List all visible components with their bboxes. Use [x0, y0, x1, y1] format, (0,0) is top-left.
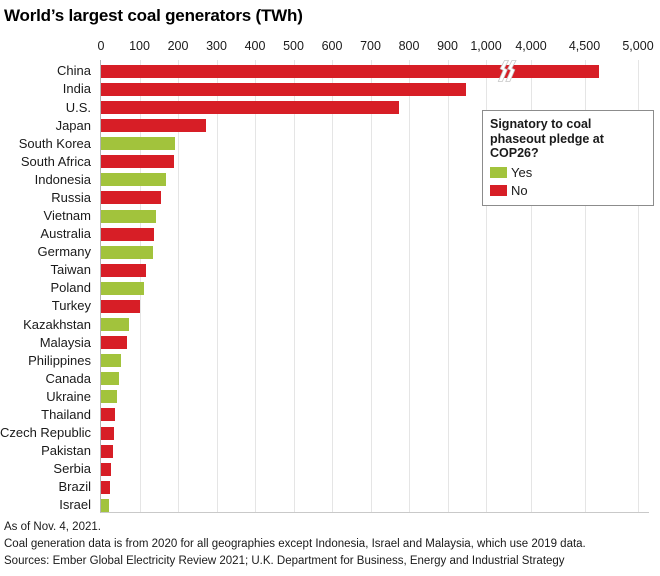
x-tick-label: 700: [360, 39, 381, 53]
x-tick-label: 5,000: [622, 39, 654, 53]
x-tick-label: 1,000: [470, 39, 502, 53]
gridline: [447, 60, 449, 512]
gridline: [486, 60, 487, 512]
x-tick-label: 900: [437, 39, 458, 53]
footer: As of Nov. 4, 2021. Coal generation data…: [4, 519, 586, 570]
x-tick-label: 600: [321, 39, 343, 53]
bar-turkey: [101, 299, 140, 313]
gridline: [216, 60, 218, 512]
bar-south-africa: [101, 155, 175, 169]
legend-item-no: No: [490, 183, 645, 198]
legend: Signatory to coal phaseout pledge at COP…: [482, 110, 654, 206]
legend-title-line1: Signatory to coal: [490, 117, 592, 131]
gridline: [370, 60, 372, 512]
legend-title-line2: phaseout pledge at COP26?: [490, 131, 604, 161]
bar-india: [101, 82, 466, 96]
row-label-kazakhstan: Kazakhstan: [23, 316, 91, 332]
bar-indonesia: [101, 173, 167, 187]
bar-ukraine: [101, 390, 117, 404]
row-label-philippines: Philippines: [28, 352, 91, 368]
bar-brazil: [101, 480, 110, 494]
bar-kazakhstan: [101, 318, 130, 332]
yes-label: Yes: [511, 165, 533, 180]
x-tick-label: 400: [244, 39, 266, 53]
gridline: [178, 60, 179, 512]
row-label-malaysia: Malaysia: [39, 334, 91, 350]
gridline: [409, 60, 410, 512]
row-label-czech-republic: Czech Republic: [0, 425, 91, 440]
no-label: No: [511, 183, 528, 198]
row-label-poland: Poland: [50, 280, 91, 296]
bar-israel: [101, 498, 110, 512]
bar-pakistan: [101, 444, 113, 458]
gridline: [293, 60, 295, 512]
bar-serbia: [101, 462, 111, 476]
row-label-turkey: Turkey: [51, 298, 91, 314]
bar-philippines: [101, 354, 122, 368]
row-label-china: China: [57, 63, 91, 79]
bar-u-s: [101, 101, 399, 115]
bar-japan: [101, 119, 207, 133]
row-label-south-korea: South Korea: [18, 135, 91, 151]
row-label-germany: Germany: [37, 244, 91, 260]
row-label-india: India: [62, 81, 91, 97]
bar-south-korea: [101, 137, 175, 151]
gridline: [531, 60, 532, 512]
gridline: [638, 60, 639, 512]
bar-australia: [101, 227, 155, 241]
bar-vietnam: [101, 209, 156, 223]
footer-as-of: As of Nov. 4, 2021.: [4, 521, 101, 533]
row-label-canada: Canada: [45, 370, 91, 386]
gridline: [255, 60, 256, 512]
bar-china: [101, 64, 599, 78]
bar-czech-republic: [101, 426, 115, 440]
row-label-ukraine: Ukraine: [46, 388, 91, 404]
gridline: [332, 60, 333, 512]
chart-title: World’s largest coal generators (TWh): [4, 6, 303, 25]
x-tick-label: 800: [398, 39, 420, 53]
row-label-u-s: U.S.: [65, 99, 91, 115]
row-label-japan: Japan: [55, 117, 91, 133]
x-tick-label: 4,000: [515, 39, 547, 53]
bar-malaysia: [101, 336, 127, 350]
x-tick-label: 0: [97, 39, 105, 53]
x-tick-label: 300: [206, 39, 227, 53]
row-label-south-africa: South Africa: [20, 153, 91, 169]
x-tick-label: 4,500: [568, 39, 601, 53]
plot-area: 0 100 200 300 400 500 600 700 800 900 1,000 4,000 4,…: [0, 39, 654, 513]
row-label-vietnam: Vietnam: [43, 208, 91, 224]
legend-title: Signatory to coal phaseout pledge at COP…: [490, 117, 645, 161]
bar-poland: [101, 281, 145, 295]
row-label-australia: Australia: [40, 226, 91, 242]
bar-canada: [101, 372, 120, 386]
bar-russia: [101, 191, 162, 205]
x-tick-label: 100: [129, 39, 150, 53]
x-tick-label: 200: [167, 39, 189, 53]
x-tick-label: 500: [283, 39, 304, 53]
bar-thailand: [101, 408, 116, 422]
row-label-thailand: Thailand: [41, 406, 91, 422]
row-label-pakistan: Pakistan: [41, 443, 91, 459]
row-label-taiwan: Taiwan: [50, 262, 91, 278]
row-label-israel: Israel: [59, 497, 91, 513]
no-swatch-icon: [490, 185, 507, 196]
bar-germany: [101, 245, 153, 259]
bar-taiwan: [101, 263, 147, 277]
row-label-serbia: Serbia: [53, 461, 91, 477]
row-label-russia: Russia: [51, 189, 91, 205]
gridline: [584, 60, 586, 512]
yes-swatch-icon: [490, 167, 507, 178]
row-label-brazil: Brazil: [58, 479, 91, 495]
footer-sources: Sources: Ember Global Electricity Review…: [4, 555, 565, 567]
row-label-indonesia: Indonesia: [34, 171, 91, 187]
legend-item-yes: Yes: [490, 165, 645, 180]
footer-note: Coal generation data is from 2020 for al…: [4, 538, 586, 550]
